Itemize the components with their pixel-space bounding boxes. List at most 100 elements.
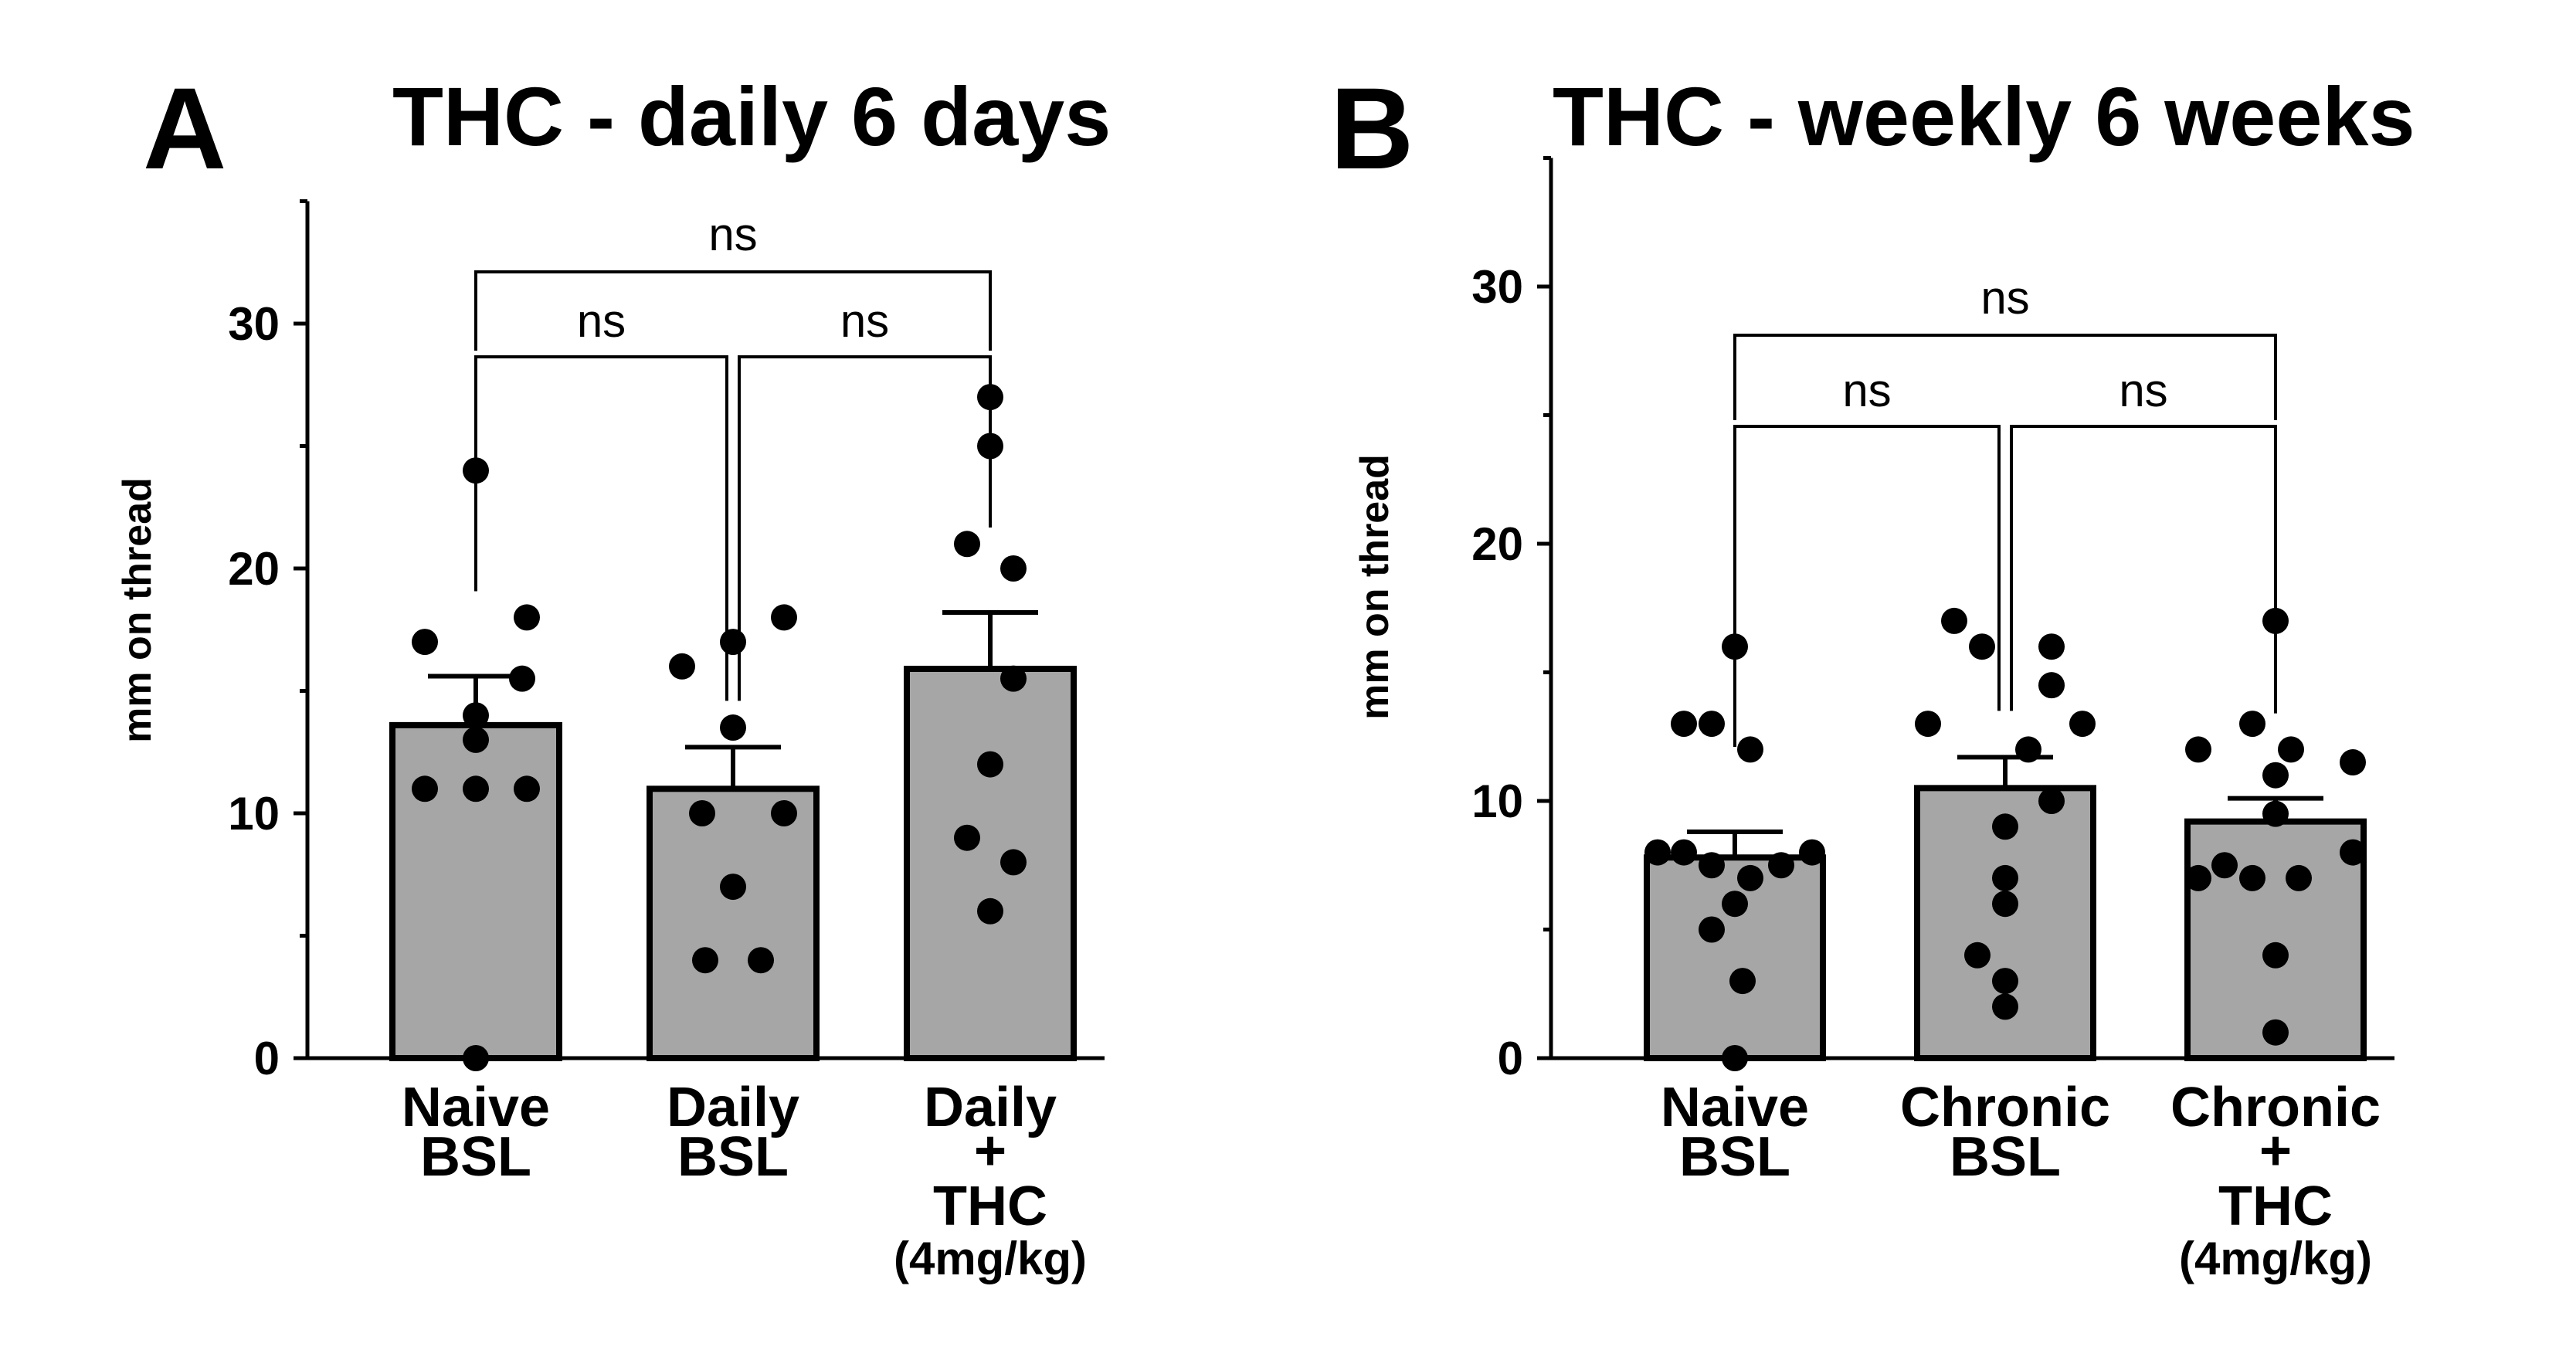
data-point [1671,839,1697,866]
data-point [771,800,797,826]
bracket-line [474,355,728,701]
data-point [2038,788,2065,814]
significance-label: ns [1980,272,2029,324]
data-point [1964,942,1991,969]
bracket-line [2010,425,2277,714]
error-bar [1957,755,2053,789]
data-point [2185,864,2211,891]
y-tick-label: 10 [1471,775,1523,827]
significance-bracket: ns [474,209,992,351]
significance-label: ns [708,209,757,260]
data-point [954,824,980,851]
y-axis-label: mm on thread [115,477,160,743]
data-point [2239,864,2265,891]
data-point [1992,993,2018,1020]
x-tick-label: + [2259,1120,2292,1182]
bracket-line [474,270,992,351]
data-point [463,1045,489,1071]
bracket-line [1733,334,2277,420]
data-point [2286,864,2312,891]
x-tick-label: BSL [1679,1126,1790,1188]
data-point [1992,891,2018,918]
significance-label: ns [577,295,626,347]
data-point [977,897,1003,925]
bracket-line [1733,425,2001,747]
data-point [2278,736,2304,763]
x-tick-label: THC [933,1176,1047,1237]
data-point [1799,839,1825,866]
x-tick-label: BSL [420,1126,531,1188]
data-point [412,629,438,656]
data-point [1729,968,1756,995]
data-point [977,751,1003,778]
significance-bracket: ns [2010,365,2277,714]
x-tick-label: (4mg/kg) [894,1233,1087,1284]
x-tick-label: Daily [667,1077,799,1138]
data-point [2262,762,2289,789]
bracket-line [738,355,992,701]
data-point [2340,839,2366,866]
data-point [463,775,489,802]
data-point [692,947,718,974]
data-point [2185,736,2211,763]
y-tick-label: 0 [1498,1033,1523,1084]
x-tick-label: (4mg/kg) [2179,1233,2372,1284]
data-point [1644,839,1671,866]
data-point [689,800,715,826]
bar [904,665,1077,1061]
data-point [2069,711,2096,738]
x-tick-label: Chronic [2170,1077,2381,1138]
data-point [771,604,797,631]
significance-label: ns [1842,365,1891,416]
significance-label: ns [2119,365,2167,416]
x-tick-label: THC [2218,1176,2333,1237]
data-point [2038,633,2065,660]
bar [1644,854,1826,1061]
data-point [2015,736,2041,763]
error-bar [1687,829,1783,858]
data-point [720,874,746,901]
y-tick-label: 30 [228,298,280,350]
data-point [748,947,774,974]
chart-title: THC - weekly 6 weeks [1553,70,2415,163]
data-point [463,702,489,729]
data-point [463,726,489,753]
x-tick-label: BSL [1950,1126,2061,1188]
data-point [1000,555,1027,582]
x-tick-label: Naive [1661,1077,1809,1138]
panel-a: A THC - daily 6 days mm on thread 0 10 20 3… [115,63,1111,1284]
data-point [1992,813,2018,840]
y-tick-label: 30 [1471,261,1523,313]
data-point [2211,852,2238,879]
data-point [1737,736,1763,763]
data-point [2262,1019,2289,1046]
y-tick-label: 20 [228,543,280,595]
x-tick-label: Daily [924,1077,1057,1138]
data-point [514,604,540,631]
data-point [509,665,535,692]
data-point [1699,916,1725,943]
data-point [2340,749,2366,776]
significance-bracket: ns [738,295,992,701]
error-bar [942,610,1038,669]
error-bar [685,745,781,789]
data-point [720,714,746,741]
data-point [1992,968,2018,995]
data-point [720,629,746,656]
data-point [2239,711,2265,738]
data-point [514,775,540,802]
bar [389,721,562,1061]
data-point [1941,607,1967,634]
significance-label: ns [840,295,889,347]
data-point [669,653,695,680]
x-tick-label: Naive [402,1077,550,1138]
bar [647,785,820,1061]
data-point [2038,672,2065,699]
panel-label: A [143,63,226,193]
data-point [954,531,980,558]
y-axis-label: mm on thread [1352,454,1397,720]
data-point [1969,633,1995,660]
y-tick-label: 20 [1471,518,1523,570]
x-tick-label: + [974,1120,1006,1182]
